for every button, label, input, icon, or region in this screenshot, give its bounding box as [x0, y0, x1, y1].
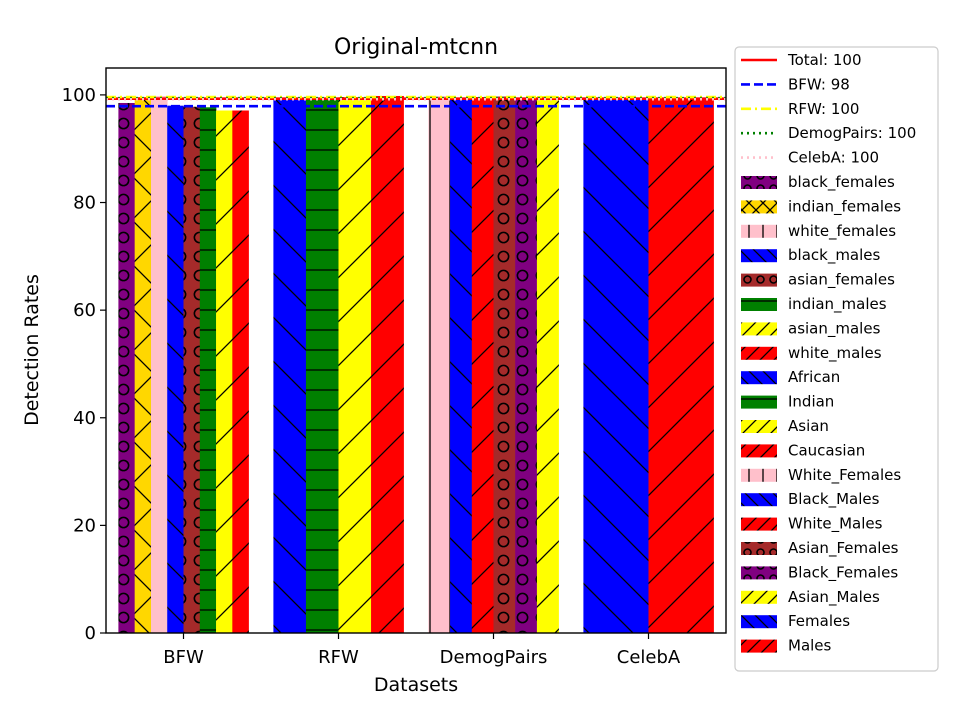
- legend-label: indian_females: [788, 197, 901, 216]
- bar-celeba-females: [583, 99, 649, 633]
- bar-bfw-asian-females: [183, 106, 201, 634]
- legend-label: white_males: [788, 344, 882, 363]
- legend-swatch-black-males: [741, 493, 777, 507]
- legend-box: [734, 46, 939, 672]
- legend-swatch-asian-males: [741, 322, 777, 336]
- y-tick-label: 60: [73, 300, 96, 321]
- legend-label: white_females: [788, 222, 896, 241]
- bar-rfw-indian: [305, 97, 339, 634]
- legend-label: White_Males: [788, 515, 883, 534]
- legend-label: Males: [788, 637, 832, 655]
- x-tick-label: RFW: [318, 647, 359, 668]
- legend-swatch-indian-females: [741, 200, 777, 214]
- bar-bfw-asian-males: [216, 110, 233, 633]
- bar-demogpairs-black-females: [515, 98, 538, 634]
- chart-title: Original-mtcnn: [334, 35, 498, 60]
- bar-rfw-asian: [338, 97, 372, 633]
- reference-lines-layer: [106, 95, 726, 108]
- legend-label: black_males: [788, 246, 881, 265]
- legend-swatch-asian-females: [741, 542, 777, 555]
- legend-label: BFW: 98: [788, 75, 850, 93]
- legend-label: CelebA: 100: [788, 149, 879, 167]
- legend-swatch-asian-females: [741, 273, 777, 287]
- bar-rfw-caucasian: [371, 95, 404, 634]
- bar-bfw-indian-males: [199, 107, 217, 633]
- legend-label: Black_Males: [788, 490, 880, 509]
- legend-label: White_Females: [788, 466, 901, 485]
- bar-bfw-black-females: [118, 102, 135, 634]
- bar-demogpairs-asian-males: [536, 95, 559, 634]
- legend-label: asian_males: [788, 319, 881, 338]
- x-tick-label: BFW: [163, 647, 204, 668]
- bars-layer: [118, 95, 714, 634]
- legend-label: Caucasian: [788, 441, 865, 459]
- legend-label: African: [788, 368, 840, 386]
- legend-label: Asian_Females: [788, 539, 899, 558]
- legend: Total: 100 BFW: 98 RFW: 100 DemogPairs: 100…: [734, 46, 939, 672]
- bar-bfw-indian-females: [134, 97, 152, 633]
- bar-demogpairs-white-males: [471, 97, 494, 633]
- legend-swatch-caucasian: [741, 444, 777, 458]
- y-tick-label: 40: [73, 408, 96, 429]
- legend-label: Females: [788, 612, 850, 630]
- bar-demogpairs-white-females: [428, 95, 451, 634]
- bar-bfw-white-males: [232, 110, 249, 633]
- bar-demogpairs-black-males: [450, 98, 473, 633]
- plot-frame: [105, 67, 727, 634]
- x-tick-label: CelebA: [617, 647, 681, 668]
- y-axis: 0 20 40 60 80 100: [62, 85, 106, 644]
- legend-label: asian_females: [788, 271, 895, 290]
- legend-label: Indian: [788, 393, 834, 411]
- legend-swatch-black-females: [741, 566, 777, 580]
- bar-bfw-white-females: [150, 95, 168, 634]
- legend-swatch-females: [741, 615, 777, 629]
- legend-label: Total: 100: [787, 51, 861, 69]
- bar-bfw-black-males: [167, 105, 184, 634]
- legend-label: black_females: [788, 173, 895, 192]
- bar-demogpairs-asian-females: [493, 96, 516, 633]
- legend-label: DemogPairs: 100: [788, 124, 916, 142]
- bar-celeba-males: [648, 99, 714, 633]
- legend-swatch-white-females: [741, 224, 777, 238]
- legend-swatch-african: [741, 371, 777, 385]
- legend-swatch-white-males: [741, 517, 777, 531]
- legend-swatch-asian: [741, 420, 777, 433]
- x-tick-label: DemogPairs: [440, 647, 548, 668]
- legend-label: Black_Females: [788, 563, 898, 582]
- y-axis-title: Detection Rates: [21, 274, 43, 426]
- x-axis: BFW RFW DemogPairs CelebA: [163, 633, 681, 668]
- y-tick-label: 20: [73, 515, 96, 536]
- legend-label: indian_males: [788, 295, 887, 314]
- legend-swatch-indian: [741, 395, 777, 409]
- legend-swatch-males: [741, 639, 777, 653]
- legend-label: Asian_Males: [788, 588, 880, 607]
- y-tick-label: 0: [85, 623, 96, 644]
- bar-rfw-african: [273, 99, 307, 633]
- legend-label: Asian: [788, 417, 829, 435]
- legend-swatch-white-males: [741, 346, 777, 360]
- y-tick-label: 80: [73, 193, 96, 214]
- legend-swatch-white-females: [741, 468, 777, 482]
- legend-swatch-black-males: [741, 249, 777, 263]
- legend-swatch-black-females: [741, 176, 777, 189]
- x-axis-title: Datasets: [374, 674, 458, 696]
- y-tick-label: 100: [62, 85, 96, 106]
- legend-label: RFW: 100: [788, 100, 859, 118]
- legend-swatch-indian-males: [741, 298, 777, 311]
- legend-swatch-asian-males: [741, 590, 777, 604]
